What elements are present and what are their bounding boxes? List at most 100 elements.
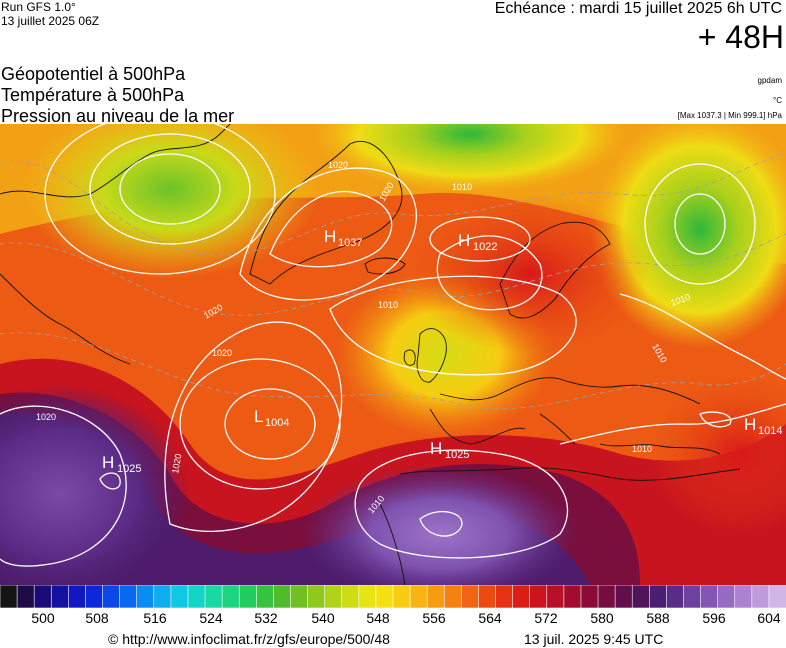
scale-swatch	[631, 585, 651, 608]
scale-swatch	[478, 585, 497, 608]
field-pressure: Pression au niveau de la mer	[1, 106, 235, 126]
scale-label: 556	[422, 610, 446, 626]
isobar	[619, 293, 786, 380]
scale-swatch	[666, 585, 685, 608]
field-trough-arctic	[310, 124, 630, 194]
isobar	[224, 388, 316, 460]
isobar	[0, 405, 127, 567]
field-temperature: Température à 500hPa	[1, 85, 185, 105]
scale-swatch	[700, 585, 719, 608]
isobar	[559, 403, 786, 445]
isobar	[119, 153, 221, 225]
isobar-label: 1020	[170, 453, 183, 474]
isobar	[354, 449, 569, 559]
isobar	[329, 275, 577, 376]
center-type: H	[458, 231, 470, 250]
scale-swatch	[50, 585, 70, 608]
center-type: L	[254, 407, 263, 426]
height-contour	[0, 153, 786, 256]
scale-swatch	[136, 585, 155, 608]
forecast-lead-time: + 48H	[697, 19, 784, 55]
scale-swatch	[597, 585, 616, 608]
scale-label: 548	[366, 610, 390, 626]
isobar	[269, 190, 393, 268]
scale-swatch	[187, 585, 206, 608]
coast-greenland	[249, 140, 403, 285]
pressure-center: H 1025	[102, 453, 141, 475]
coast-europe	[439, 377, 701, 405]
pressure-center: H 1022	[458, 231, 497, 253]
scale-swatch	[0, 585, 18, 608]
isobar	[239, 167, 417, 301]
center-value: 1037	[338, 237, 362, 249]
coast-north-africa	[399, 467, 741, 481]
isobar-label: 1020	[36, 412, 56, 422]
coast-black-sea	[599, 443, 721, 455]
geopotential-contours	[0, 153, 786, 410]
isobar-label: 1010	[452, 182, 472, 192]
scale-label: 508	[85, 610, 109, 626]
pressure-center: H 1014	[744, 415, 782, 437]
scale-swatch	[358, 585, 377, 608]
scale-swatch	[16, 585, 35, 608]
generated-date: 13 juil. 2025 9:45 UTC	[524, 631, 664, 647]
scale-swatch	[768, 585, 786, 608]
scale-swatch	[85, 585, 104, 608]
scale-label: 588	[646, 610, 670, 626]
source-url: © http://www.infoclimat.fr/z/gfs/europe/…	[108, 631, 390, 647]
center-type: H	[102, 453, 114, 472]
isobar-label: 1020	[328, 160, 348, 170]
scale-swatch	[273, 585, 292, 608]
center-value: 1004	[265, 417, 289, 429]
isobar	[44, 124, 276, 275]
scale-label: 516	[143, 610, 167, 626]
isobars	[0, 124, 786, 567]
center-value: 1025	[117, 463, 141, 475]
scale-label: 540	[311, 610, 335, 626]
isobar	[429, 216, 531, 262]
scale-swatch	[751, 585, 770, 608]
scale-swatch	[375, 585, 394, 608]
scale-label: 532	[254, 610, 278, 626]
coast-west-africa	[379, 503, 406, 585]
scale-swatch	[529, 585, 548, 608]
isobar-label: 1010	[632, 444, 652, 454]
scale-swatch	[324, 585, 343, 608]
scale-swatch	[563, 585, 582, 608]
run-date: 13 juillet 2025 06Z	[1, 14, 100, 28]
scale-label: 604	[757, 610, 781, 626]
coast-ireland	[403, 349, 416, 366]
field-azores-high	[0, 384, 190, 585]
coast-great-britain	[416, 328, 447, 383]
scale-swatch	[648, 585, 668, 608]
pressure-centers: H 1037 H 1022 L 1004 H 1025 H 1025 H 101…	[102, 227, 782, 475]
field-trough-canada	[20, 124, 320, 279]
isobar	[436, 235, 543, 311]
scale-swatch	[392, 585, 411, 608]
field-geopotential: Géopotentiel à 500hPa	[1, 64, 186, 84]
isobar	[674, 193, 726, 255]
coast-north-america	[0, 273, 131, 365]
isobar-label: 1020	[212, 348, 232, 358]
scale-label: 564	[478, 610, 502, 626]
color-scale-labels: 500 508 516 524 532 540 548 556 564 572 …	[0, 609, 786, 627]
scale-swatch	[683, 585, 702, 608]
center-value: 1014	[758, 425, 782, 437]
scale-swatch	[221, 585, 241, 608]
valid-time: Echéance : mardi 15 juillet 2025 6h UTC	[494, 0, 782, 17]
scale-swatch	[68, 585, 87, 608]
scale-swatch	[119, 585, 138, 608]
center-type: H	[324, 227, 336, 246]
scale-label: 596	[702, 610, 726, 626]
height-contour	[0, 332, 786, 410]
pressure-center: L 1004	[254, 407, 289, 429]
scale-label: 500	[31, 610, 55, 626]
scale-swatch	[426, 585, 446, 608]
pressure-center: H 1037	[324, 227, 362, 249]
scale-swatch	[341, 585, 360, 608]
isobar	[164, 321, 343, 532]
scale-swatch	[409, 585, 428, 608]
isobar	[99, 472, 121, 490]
scale-swatch	[495, 585, 514, 608]
scale-swatch	[512, 585, 531, 608]
